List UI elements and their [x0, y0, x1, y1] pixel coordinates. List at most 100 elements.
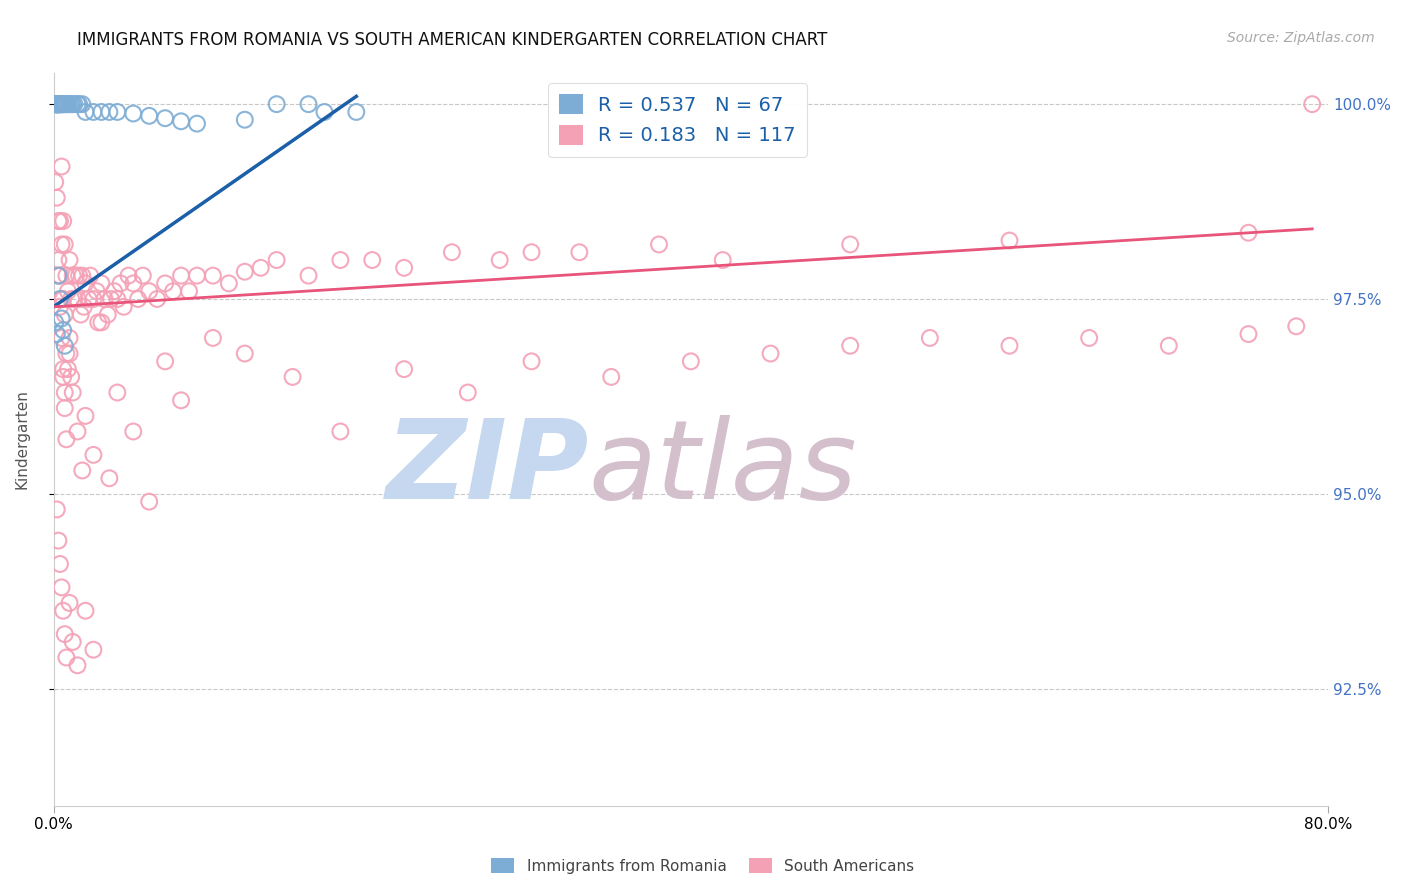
- Point: [170, 114, 193, 128]
- Point: [122, 106, 145, 120]
- Point: [66, 292, 89, 306]
- Point: [759, 346, 782, 360]
- Point: [51, 331, 73, 345]
- Point: [45, 191, 67, 205]
- Point: [103, 284, 125, 298]
- Point: [266, 97, 288, 112]
- Point: [90, 277, 112, 291]
- Point: [90, 315, 112, 329]
- Legend: R = 0.537   N = 67, R = 0.183   N = 117: R = 0.537 N = 67, R = 0.183 N = 117: [548, 83, 807, 157]
- Point: [52, 214, 75, 228]
- Point: [281, 370, 304, 384]
- Point: [314, 105, 336, 120]
- Point: [62, 97, 84, 112]
- Point: [51, 97, 73, 112]
- Point: [98, 471, 121, 485]
- Point: [201, 268, 224, 283]
- Legend: Immigrants from Romania, South Americans: Immigrants from Romania, South Americans: [485, 852, 921, 880]
- Point: [75, 105, 97, 120]
- Point: [49, 97, 72, 112]
- Point: [440, 245, 463, 260]
- Point: [153, 111, 176, 125]
- Point: [44, 97, 66, 112]
- Point: [568, 245, 591, 260]
- Point: [53, 97, 76, 112]
- Point: [48, 268, 70, 283]
- Point: [1237, 327, 1260, 342]
- Point: [105, 292, 128, 306]
- Point: [49, 300, 72, 314]
- Point: [45, 97, 67, 112]
- Point: [66, 658, 89, 673]
- Point: [82, 292, 104, 306]
- Point: [186, 117, 208, 131]
- Point: [48, 97, 70, 112]
- Point: [86, 284, 108, 298]
- Point: [48, 97, 70, 112]
- Point: [839, 237, 862, 252]
- Point: [93, 292, 115, 306]
- Point: [45, 97, 67, 112]
- Point: [49, 292, 72, 306]
- Point: [55, 650, 77, 665]
- Point: [72, 268, 94, 283]
- Point: [79, 268, 101, 283]
- Point: [344, 105, 367, 120]
- Point: [45, 327, 67, 342]
- Point: [233, 265, 256, 279]
- Point: [60, 292, 83, 306]
- Point: [105, 105, 128, 120]
- Point: [153, 354, 176, 368]
- Point: [186, 268, 208, 283]
- Point: [63, 97, 86, 112]
- Point: [679, 354, 702, 368]
- Point: [138, 109, 160, 123]
- Point: [53, 237, 76, 252]
- Point: [100, 292, 122, 306]
- Point: [49, 97, 72, 112]
- Point: [45, 97, 67, 112]
- Point: [53, 627, 76, 641]
- Point: [90, 105, 112, 120]
- Point: [520, 354, 543, 368]
- Point: [51, 97, 73, 112]
- Point: [998, 234, 1021, 248]
- Text: ZIP: ZIP: [385, 415, 589, 522]
- Point: [55, 97, 77, 112]
- Point: [45, 97, 67, 112]
- Point: [839, 339, 862, 353]
- Point: [711, 253, 734, 268]
- Point: [56, 284, 79, 298]
- Point: [58, 596, 80, 610]
- Point: [218, 277, 240, 291]
- Point: [44, 175, 66, 189]
- Point: [105, 385, 128, 400]
- Point: [132, 268, 155, 283]
- Point: [60, 370, 83, 384]
- Point: [55, 97, 77, 112]
- Point: [51, 160, 73, 174]
- Point: [1237, 226, 1260, 240]
- Point: [67, 97, 90, 112]
- Point: [44, 97, 66, 112]
- Point: [62, 385, 84, 400]
- Point: [52, 97, 75, 112]
- Point: [233, 346, 256, 360]
- Text: atlas: atlas: [589, 415, 858, 522]
- Point: [52, 362, 75, 376]
- Point: [48, 97, 70, 112]
- Point: [44, 97, 66, 112]
- Point: [56, 97, 79, 112]
- Point: [45, 97, 67, 112]
- Point: [53, 385, 76, 400]
- Point: [98, 105, 121, 120]
- Point: [138, 494, 160, 508]
- Point: [75, 604, 97, 618]
- Point: [67, 268, 90, 283]
- Point: [52, 97, 75, 112]
- Point: [48, 533, 70, 548]
- Point: [51, 97, 73, 112]
- Point: [162, 284, 184, 298]
- Point: [329, 253, 352, 268]
- Point: [49, 97, 72, 112]
